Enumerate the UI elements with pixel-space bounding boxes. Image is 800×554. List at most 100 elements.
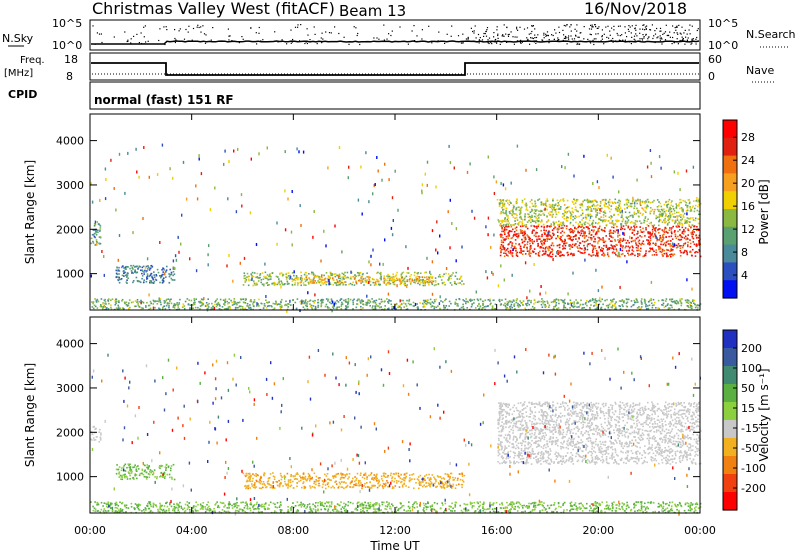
- echo-cell: [649, 233, 652, 235]
- echo-cell: [428, 473, 430, 476]
- echo-cell: [500, 200, 502, 202]
- echo-cell: [423, 484, 425, 487]
- echo-cell: [327, 298, 330, 301]
- echo-cell: [572, 238, 574, 241]
- echo-cell: [121, 265, 124, 268]
- echo-cell: [534, 204, 536, 206]
- echo-cell: [538, 223, 540, 226]
- echo-cell: [400, 281, 402, 284]
- echo-cell: [654, 301, 656, 304]
- echo-cell: [579, 242, 582, 245]
- echo-cell: [212, 308, 214, 310]
- echo-cell: [343, 299, 345, 302]
- echo-cell: [697, 222, 700, 225]
- echo-cell: [557, 211, 560, 214]
- echo-cell: [321, 282, 323, 284]
- echo-cell: [144, 469, 146, 472]
- echo-cell: [254, 487, 256, 489]
- echo-speckle: [535, 168, 538, 172]
- echo-cell: [693, 210, 696, 213]
- echo-cell: [630, 300, 633, 302]
- echo-speckle: [104, 197, 107, 201]
- echo-cell: [639, 204, 642, 207]
- echo-cell: [331, 306, 334, 308]
- echo-cell: [340, 307, 343, 310]
- echo-cell: [621, 212, 624, 215]
- echo-speckle: [634, 201, 636, 205]
- echo-cell: [529, 252, 532, 255]
- echo-cell: [395, 472, 397, 474]
- echo-cell: [118, 300, 120, 302]
- echo-cell: [497, 219, 500, 221]
- echo-cell: [258, 480, 260, 483]
- echo-cell: [536, 301, 539, 303]
- echo-cell: [265, 307, 268, 309]
- echo-cell: [368, 474, 370, 477]
- echo-speckle: [158, 297, 160, 301]
- echo-cell: [605, 219, 607, 222]
- echo-cell: [256, 272, 259, 275]
- echo-cell: [538, 235, 541, 238]
- echo-cell: [259, 274, 261, 277]
- echo-cell: [142, 270, 144, 272]
- echo-cell: [647, 243, 649, 245]
- echo-cell: [657, 245, 660, 248]
- echo-cell: [524, 224, 527, 226]
- echo-cell: [697, 229, 700, 231]
- echo-cell: [667, 303, 669, 305]
- echo-cell: [587, 301, 590, 303]
- echo-cell: [618, 208, 621, 211]
- echo-cell: [690, 302, 693, 304]
- echo-cell: [501, 199, 503, 202]
- echo-cell: [250, 279, 252, 281]
- echo-cell: [366, 482, 368, 484]
- echo-cell: [556, 227, 559, 230]
- echo-cell: [373, 300, 376, 302]
- echo-cell: [644, 254, 646, 256]
- echo-cell: [612, 304, 614, 306]
- echo-cell: [503, 247, 505, 249]
- echo-cell: [574, 206, 577, 208]
- echo-cell: [602, 219, 605, 222]
- echo-cell: [663, 210, 666, 213]
- echo-cell: [308, 277, 310, 279]
- echo-cell: [315, 479, 317, 481]
- echo-cell: [630, 253, 632, 256]
- echo-cell: [333, 282, 336, 284]
- echo-cell: [614, 240, 617, 242]
- echo-cell: [347, 302, 349, 305]
- echo-cell: [594, 205, 596, 207]
- echo-cell: [249, 300, 252, 303]
- echo-cell: [287, 483, 290, 485]
- echo-cell: [199, 300, 202, 303]
- echo-cell: [543, 214, 546, 216]
- echo-cell: [353, 483, 356, 486]
- echo-cell: [308, 300, 311, 302]
- echo-cell: [659, 234, 661, 237]
- echo-cell: [336, 274, 338, 277]
- echo-cell: [394, 477, 396, 480]
- echo-cell: [598, 222, 600, 224]
- echo-cell: [156, 300, 158, 302]
- echo-cell: [558, 246, 561, 249]
- echo-cell: [473, 302, 475, 304]
- echo-cell: [335, 480, 337, 483]
- echo-cell: [628, 250, 630, 252]
- echo-cell: [670, 229, 672, 231]
- echo-cell: [408, 480, 411, 483]
- echo-cell: [535, 205, 537, 207]
- echo-speckle: [556, 251, 558, 255]
- echo-speckle: [595, 268, 597, 272]
- echo-cell: [564, 207, 567, 210]
- echo-cell: [424, 486, 427, 488]
- echo-cell: [612, 298, 614, 301]
- echo-cell: [562, 248, 564, 250]
- echo-cell: [550, 223, 553, 225]
- echo-cell: [563, 213, 565, 215]
- echo-speckle: [486, 276, 489, 280]
- echo-cell: [311, 282, 313, 284]
- echo-cell: [679, 247, 682, 249]
- echo-cell: [694, 306, 697, 309]
- echo-cell: [103, 305, 106, 307]
- echo-cell: [450, 277, 452, 280]
